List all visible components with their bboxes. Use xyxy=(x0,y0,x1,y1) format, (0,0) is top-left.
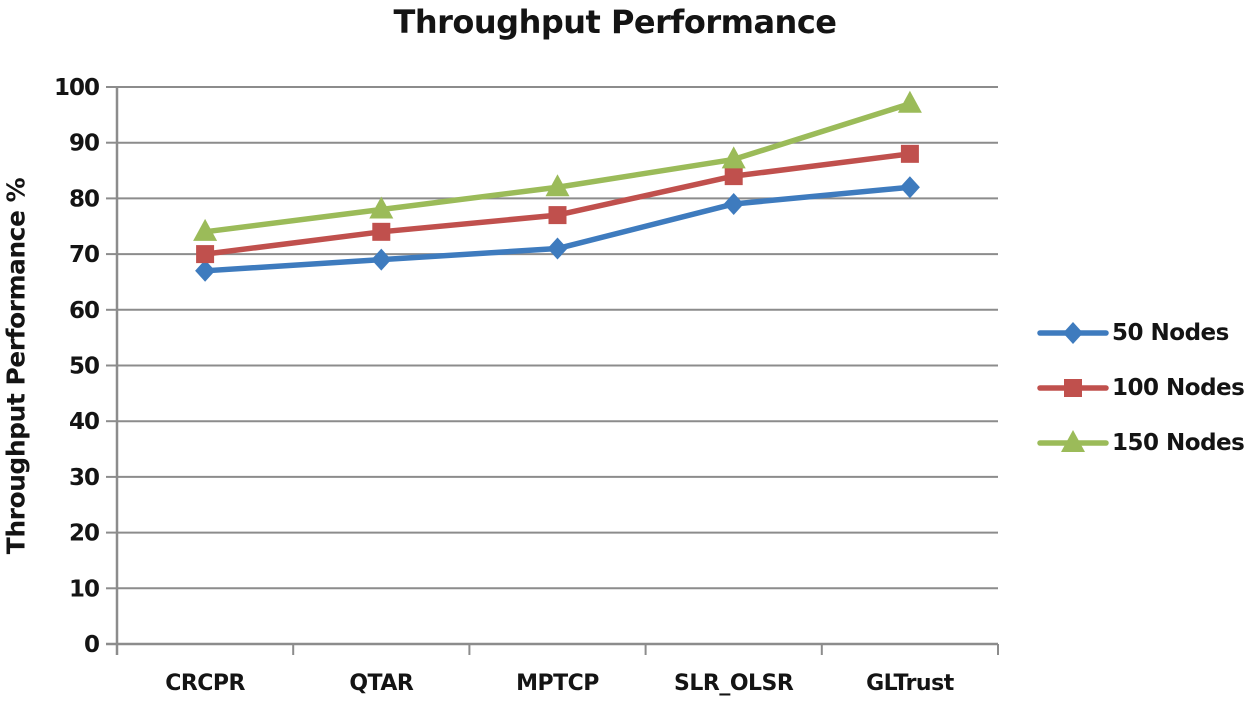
legend-label-50-nodes: 50 Nodes xyxy=(1112,320,1229,346)
legend-marker-50-nodes xyxy=(1063,322,1083,344)
legend-marker-100-nodes xyxy=(1064,379,1082,397)
data-point-50-nodes-slr_olsr xyxy=(723,192,744,215)
legend-item-50-nodes: 50 Nodes xyxy=(1036,316,1229,350)
legend-key-triangle-icon xyxy=(1037,430,1109,452)
legend-item-100-nodes: 100 Nodes xyxy=(1036,371,1245,405)
y-tick-label-50: 50 xyxy=(69,354,99,380)
y-tick-label-80: 80 xyxy=(69,186,99,212)
data-point-100-nodes-gltrust xyxy=(900,144,919,163)
legend-label-100-nodes: 100 Nodes xyxy=(1112,375,1245,401)
y-tick-label-30: 30 xyxy=(69,465,99,491)
y-tick-label-10: 10 xyxy=(69,576,99,602)
data-point-100-nodes-mptcp xyxy=(548,206,567,225)
x-category-label-mptcp: MPTCP xyxy=(516,671,599,696)
data-point-50-nodes-mptcp xyxy=(547,237,568,260)
data-point-100-nodes-crcpr xyxy=(196,245,215,264)
y-tick-label-40: 40 xyxy=(69,409,99,435)
legend-item-150-nodes: 150 Nodes xyxy=(1036,426,1245,460)
y-tick-label-0: 0 xyxy=(84,632,99,658)
x-category-label-slr_olsr: SLR_OLSR xyxy=(674,671,794,696)
data-point-150-nodes-crcpr xyxy=(193,218,218,241)
data-point-150-nodes-gltrust xyxy=(897,90,922,113)
data-point-150-nodes-mptcp xyxy=(545,174,570,197)
legend-key-square-icon xyxy=(1037,379,1109,397)
legend-key-diamond-icon xyxy=(1037,322,1109,344)
data-point-50-nodes-crcpr xyxy=(195,259,216,282)
data-point-50-nodes-gltrust xyxy=(899,176,920,199)
x-category-label-crcpr: CRCPR xyxy=(165,671,245,696)
data-point-150-nodes-slr_olsr xyxy=(721,146,746,169)
data-point-150-nodes-qtar xyxy=(369,196,394,219)
y-tick-label-70: 70 xyxy=(69,242,99,268)
y-tick-label-90: 90 xyxy=(69,131,99,157)
y-tick-label-20: 20 xyxy=(69,521,99,547)
x-category-label-qtar: QTAR xyxy=(349,671,414,696)
data-point-100-nodes-slr_olsr xyxy=(724,167,743,186)
data-point-100-nodes-qtar xyxy=(372,222,391,241)
legend-label-150-nodes: 150 Nodes xyxy=(1112,430,1245,456)
chart-title: Throughput Performance xyxy=(393,3,837,41)
y-tick-label-60: 60 xyxy=(69,298,99,324)
y-tick-label-100: 100 xyxy=(54,75,99,101)
data-point-50-nodes-qtar xyxy=(371,248,392,271)
x-category-label-gltrust: GLTrust xyxy=(866,671,955,696)
legend-marker-150-nodes xyxy=(1061,430,1085,452)
